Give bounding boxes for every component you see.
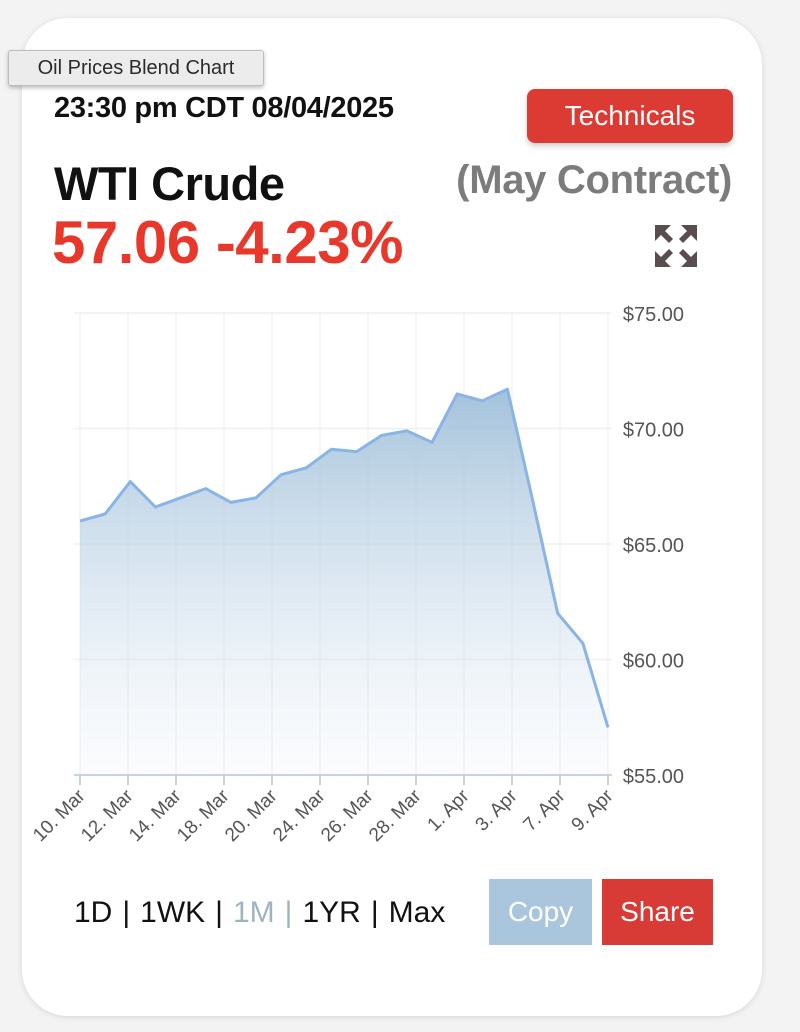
copy-button[interactable]: Copy [489, 879, 592, 945]
range-selector: 1D | 1WK | 1M | 1YR | Max [74, 896, 445, 930]
range-option-max[interactable]: Max [388, 896, 446, 929]
share-button[interactable]: Share [602, 879, 713, 945]
instrument-name: WTI Crude [54, 157, 285, 210]
price-value: 57.06 [52, 209, 200, 276]
contract-label: (May Contract) [456, 158, 732, 202]
range-separator: | [370, 896, 379, 929]
expand-arrows-graphic [655, 225, 697, 267]
range-separator: | [215, 896, 223, 929]
range-separator: | [122, 896, 131, 929]
range-option-1d[interactable]: 1D [74, 896, 113, 929]
price-display: 57.06 -4.23% [52, 208, 403, 277]
range-option-1m[interactable]: 1M [232, 896, 275, 929]
tooltip: Oil Prices Blend Chart [8, 50, 264, 86]
range-separator: | [284, 896, 293, 929]
range-option-1wk[interactable]: 1WK [140, 896, 206, 929]
technicals-button[interactable]: Technicals [527, 89, 733, 143]
timestamp: 23:30 pm CDT 08/04/2025 [54, 92, 394, 124]
range-option-1yr[interactable]: 1YR [302, 896, 361, 929]
expand-arrows-icon[interactable] [652, 222, 700, 270]
price-change: -4.23% [215, 209, 404, 276]
